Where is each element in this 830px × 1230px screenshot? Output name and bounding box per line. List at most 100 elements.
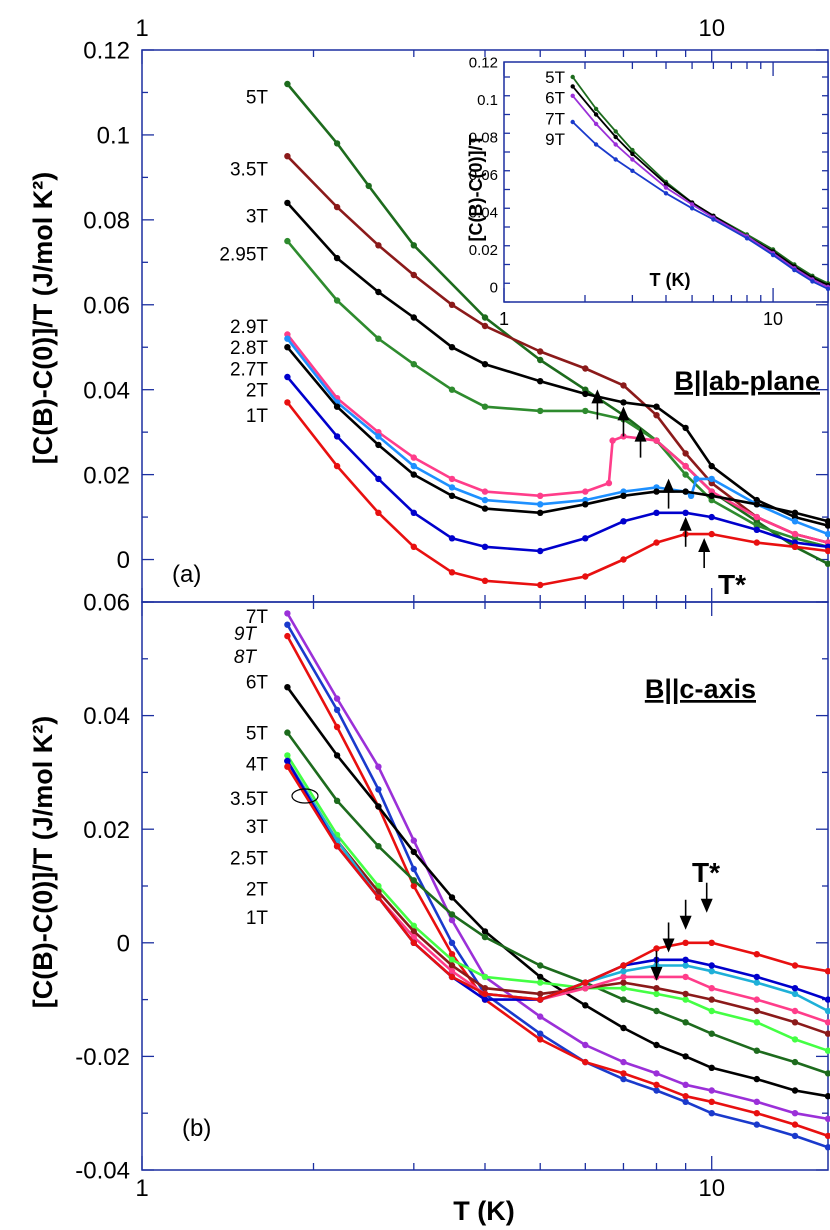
panel-b-point: [753, 1007, 760, 1015]
panel-b-point: [284, 763, 291, 770]
panel-b-point: [620, 962, 627, 969]
panel-a-point: [375, 242, 382, 249]
panel-a-point: [582, 535, 589, 542]
panel-a-point: [448, 484, 456, 491]
panel-a-point: [537, 378, 544, 385]
panel-b-point: [620, 1024, 627, 1032]
panel-a-point: [481, 488, 489, 495]
panel-b-point: [410, 837, 417, 844]
panel-b-point: [537, 996, 544, 1003]
panel-b-xtick-label: 1: [135, 1175, 148, 1202]
panel-b-point: [375, 803, 382, 810]
panel-a-point: [653, 539, 660, 546]
inset-ytick-label: 0.1: [477, 92, 498, 109]
panel-a-point: [333, 433, 341, 440]
panel-b-point: [284, 632, 291, 640]
panel-a-arrowhead: [662, 478, 675, 493]
panel-a-tstar-label: T*: [718, 569, 746, 600]
panel-b-field-label: 6T: [246, 672, 269, 693]
panel-b-series-line: [286, 754, 829, 1052]
panel-a-point: [682, 509, 689, 516]
panel-b-point: [791, 1132, 799, 1140]
panel-a-top-xtick-label: 1: [135, 15, 148, 42]
panel-a-point: [582, 407, 589, 415]
panel-a-arrowhead: [698, 538, 711, 553]
panel-b-point: [582, 1002, 589, 1009]
panel-a-point: [708, 530, 715, 538]
panel-a-point: [410, 543, 417, 550]
plot-layer: 00.020.040.060.080.10.121 105T3.5T3T2.95T…: [75, 15, 830, 1202]
panel-a-point: [375, 475, 382, 483]
panel-b-point: [753, 973, 760, 981]
panel-b-point: [481, 933, 489, 941]
panel-a-ytick-label: 0.08: [83, 207, 130, 234]
panel-a-point: [824, 518, 830, 525]
panel-b-field-label: 9T: [234, 624, 258, 645]
panel-a-point: [410, 271, 417, 279]
panel-b-point: [448, 973, 456, 981]
panel-b-point: [753, 1110, 760, 1117]
panel-a-point: [284, 335, 291, 342]
panel-a-point: [753, 501, 760, 508]
panel-b-point: [753, 1075, 760, 1083]
panel-a-arrowhead: [679, 516, 692, 531]
panel-b-point: [791, 985, 799, 992]
panel-a-point: [753, 513, 760, 521]
panel-b-ytick-label: 0: [117, 930, 130, 957]
inset-ytick-label: 0.08: [469, 129, 498, 146]
panel-a-point: [582, 390, 589, 398]
panel-a-point: [333, 254, 341, 262]
panel-a-point: [582, 365, 589, 372]
panel-b-point: [582, 1058, 589, 1066]
panel-a-point: [653, 412, 660, 419]
panel-b-point: [653, 1070, 660, 1077]
panel-b-point: [620, 973, 627, 981]
panel-a-point: [448, 569, 456, 576]
panel-b-point: [791, 1087, 799, 1094]
panel-b-point: [333, 797, 341, 804]
panel-b-point: [824, 1007, 830, 1015]
panel-a-point: [375, 335, 382, 342]
panel-b-point: [753, 996, 760, 1003]
panel-a-point: [824, 547, 830, 555]
inset-point: [663, 185, 669, 190]
panel-b-point: [753, 1121, 760, 1128]
panel-b-point: [448, 939, 456, 946]
panel-b-point: [682, 1053, 689, 1060]
panel-b-point: [410, 865, 417, 873]
panel-b-point: [791, 1036, 799, 1043]
panel-a-point: [410, 471, 417, 478]
panel-b-field-label: 8T: [234, 647, 258, 668]
panel-b-point: [753, 979, 760, 986]
panel-a-point: [537, 407, 544, 415]
panel-a-point: [687, 492, 695, 499]
panel-b-point: [682, 1081, 689, 1089]
panel-b-ytick-label: -0.02: [75, 1044, 130, 1071]
panel-b-point: [682, 973, 689, 981]
panel-b-point: [284, 729, 291, 736]
inset-ytick-label: 0.06: [469, 167, 498, 184]
panel-b-point: [824, 1019, 830, 1026]
panel-b-point: [333, 723, 341, 731]
panel-b-point: [620, 1070, 627, 1077]
panel-b-point: [537, 1030, 544, 1037]
panel-b-point: [410, 922, 417, 929]
panel-b-point: [753, 1047, 760, 1054]
panel-b-point: [537, 1013, 544, 1020]
panel-b-point: [791, 1019, 799, 1026]
panel-a-field-label: 2T: [246, 381, 269, 402]
inset-field-label: 6T: [545, 89, 565, 108]
inset-point: [570, 119, 575, 125]
panel-b-point: [620, 1058, 627, 1066]
panel-a-point: [582, 488, 589, 495]
panel-b-point: [448, 968, 456, 975]
panel-b-point: [375, 843, 382, 850]
panel-a-point: [284, 399, 291, 406]
panel-b-point: [708, 996, 715, 1003]
panel-a-point: [824, 560, 830, 567]
inset-point: [689, 206, 695, 211]
panel-a-arrowhead: [591, 389, 604, 404]
panel-b-point: [333, 752, 341, 759]
panel-b-point: [375, 763, 382, 770]
panel-a-point: [537, 547, 544, 555]
